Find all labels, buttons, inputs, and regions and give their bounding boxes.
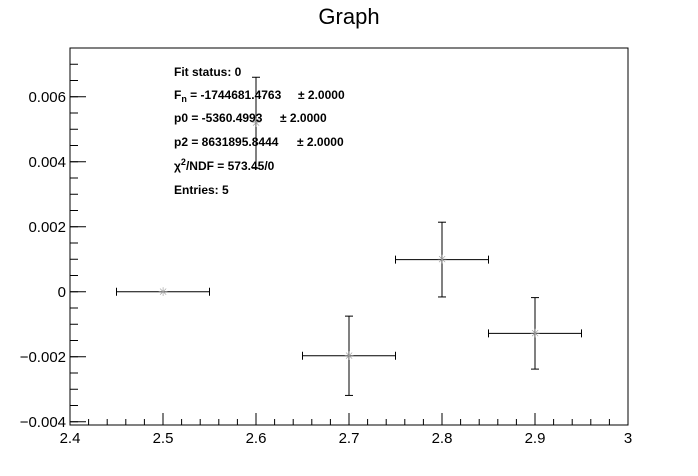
data-point-marker: ✳ [344,349,354,363]
x-tick-label: 2.5 [153,430,174,447]
x-axis: 2.4 2.5 2.6 2.7 2.8 2.9 3 [60,413,632,447]
y-tick-label: −0.004 [20,414,66,431]
stat-fn-value: = -1744681.4763 [187,88,282,102]
x-tick-label: 2.4 [60,430,81,447]
x-tick-label: 2.6 [246,430,267,447]
stat-fit-status: Fit status: 0 [174,65,242,79]
stats-box: Fit status: 0 Fn = -1744681.4763 ± 2.000… [174,65,345,197]
x-tick-label: 3 [624,430,632,447]
y-tick-label: 0 [58,284,66,301]
y-axis: −0.004 −0.002 0 0.002 0.004 0.006 [20,47,86,431]
y-tick-label: 0.004 [28,154,66,171]
data-points: ✳ ✳ ✳ ✳ ✳ [116,76,582,396]
stat-p0-err: ± 2.0000 [280,111,327,125]
y-tick-label: 0.006 [28,89,66,106]
stat-p0: p0 = -5360.4993 [174,111,263,125]
stat-fn: Fn = -1744681.4763 [174,88,282,104]
stat-fn-label: F [174,88,181,102]
stat-p2-err: ± 2.0000 [297,135,344,149]
stat-chi-prefix: χ [174,159,181,173]
x-tick-label: 2.8 [432,430,453,447]
y-tick-label: −0.002 [20,349,66,366]
data-point-marker: ✳ [530,326,540,340]
chart-title: Graph [318,4,379,29]
stat-chi-rest: /NDF = 573.45/0 [186,159,275,173]
stat-chi2: χ2/NDF = 573.45/0 [174,157,275,173]
stat-entries: Entries: 5 [174,183,229,197]
stat-fn-err: ± 2.0000 [298,88,345,102]
stat-p2: p2 = 8631895.8444 [174,135,279,149]
data-point-marker: ✳ [251,116,261,130]
stat-fn-sub: n [181,94,187,104]
stat-chi-sup: 2 [181,157,186,167]
data-point-marker: ✳ [437,253,447,267]
x-tick-label: 2.7 [339,430,360,447]
y-tick-label: 0.002 [28,219,66,236]
data-point-marker: ✳ [158,285,168,299]
x-tick-label: 2.9 [525,430,546,447]
